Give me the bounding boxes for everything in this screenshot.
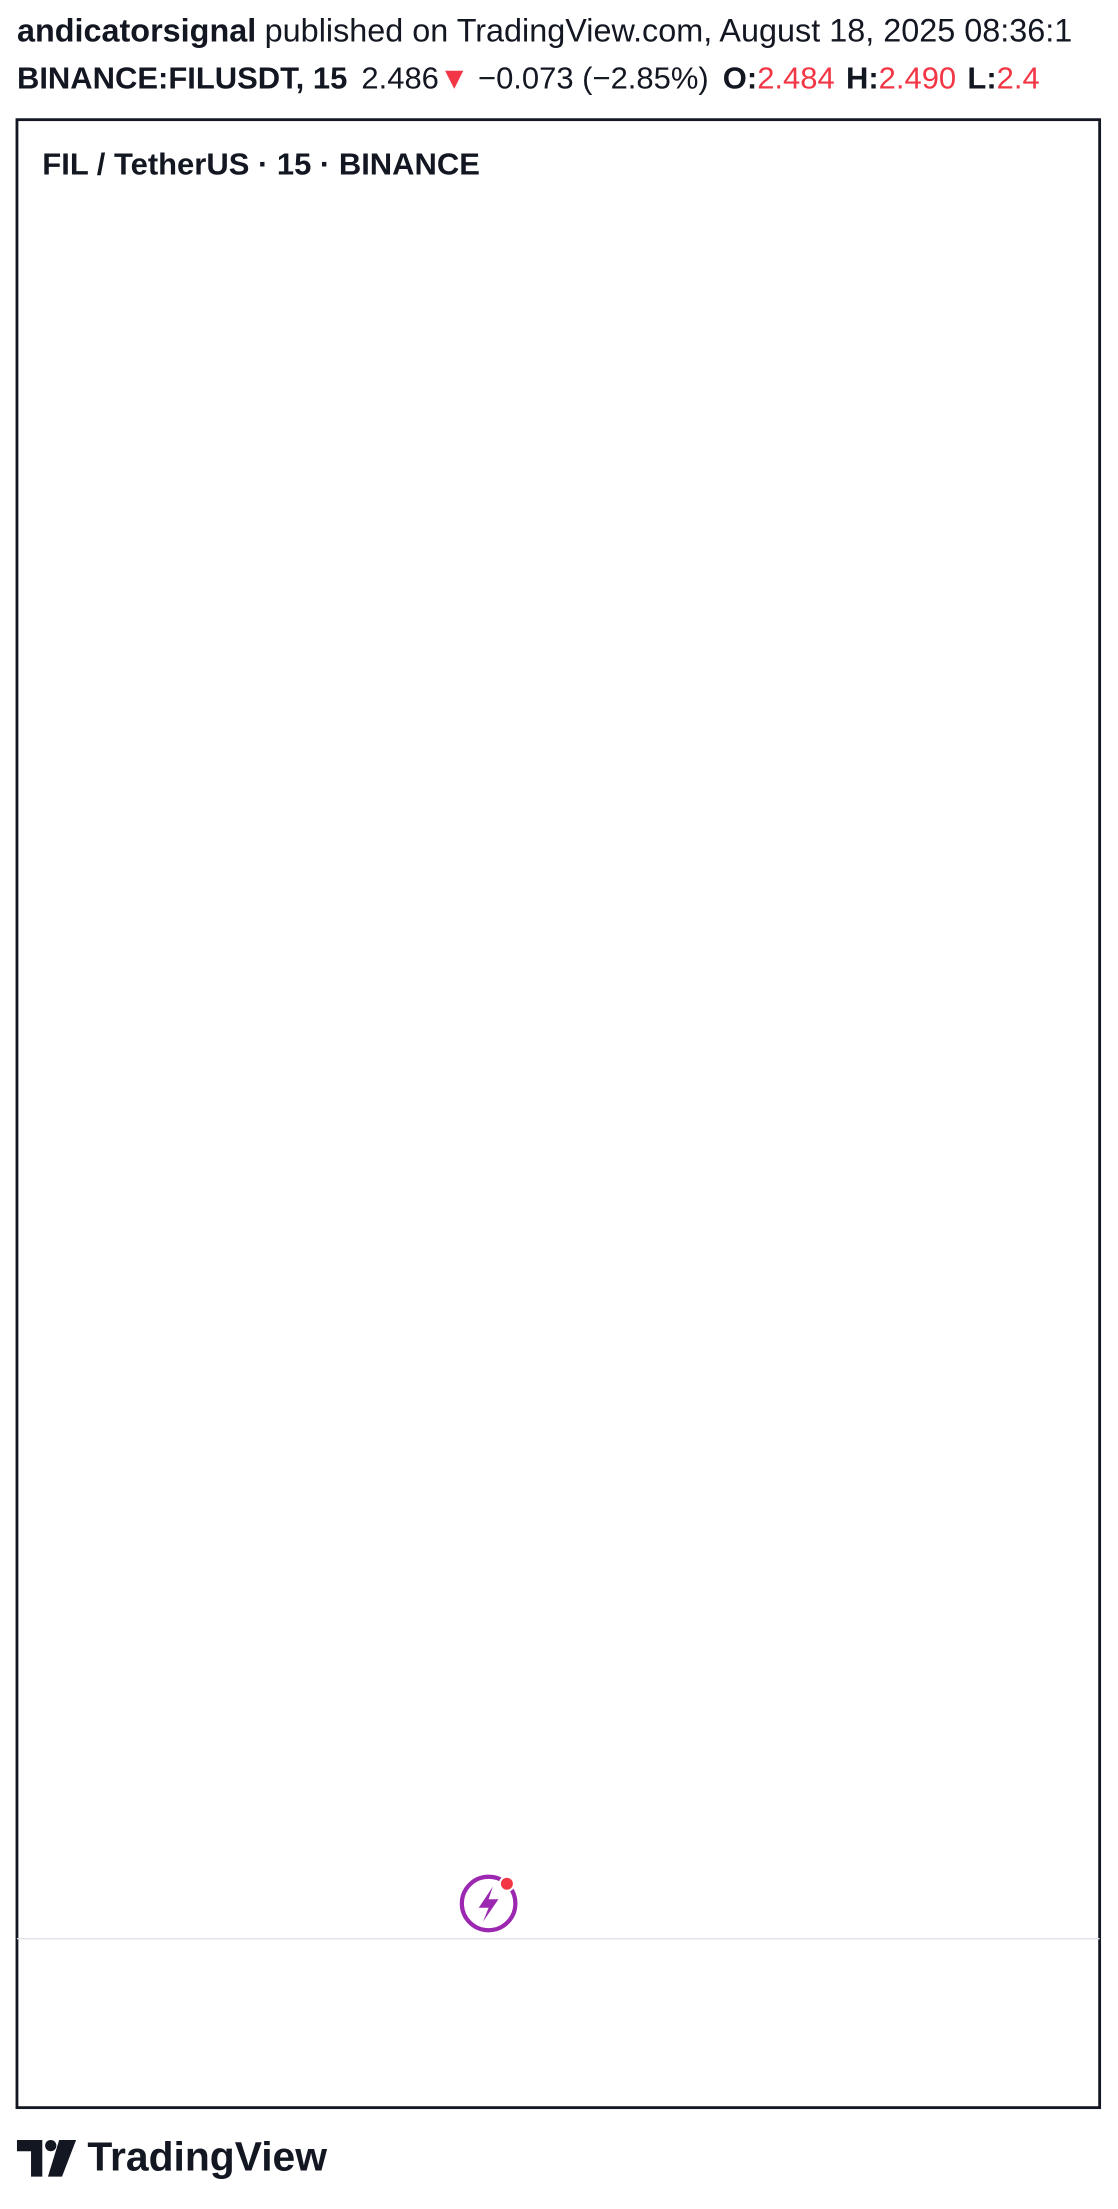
footer-brand: TradingView: [87, 2134, 327, 2180]
symbol: BINANCE:FILUSDT, 15: [17, 60, 347, 95]
chart-title: FIL / TetherUS · 15 · BINANCE: [42, 146, 480, 181]
last-price-text: 2.486: [361, 60, 439, 95]
published: published on TradingView.com, August 18,…: [265, 12, 1073, 48]
change-arrow: ▼: [439, 60, 470, 95]
publish-line: andicatorsignal published on TradingView.…: [17, 12, 1072, 48]
high-value: 2.490: [879, 60, 956, 95]
author: andicatorsignal: [17, 12, 256, 48]
logo: [16, 2140, 77, 2177]
low-value: 2.4: [997, 60, 1040, 95]
event-icon: [459, 1874, 518, 1933]
symbol-line: BINANCE:FILUSDT, 15 2.486▼ −0.073 (−2.85%)…: [17, 60, 1040, 95]
open-value: 2.484: [757, 60, 835, 95]
high-label: H:: [846, 60, 879, 95]
change: −0.073 (−2.85%): [478, 60, 709, 95]
open-label: O:: [723, 60, 757, 95]
frame: [15, 118, 1102, 2110]
low-label: L:: [967, 60, 996, 95]
